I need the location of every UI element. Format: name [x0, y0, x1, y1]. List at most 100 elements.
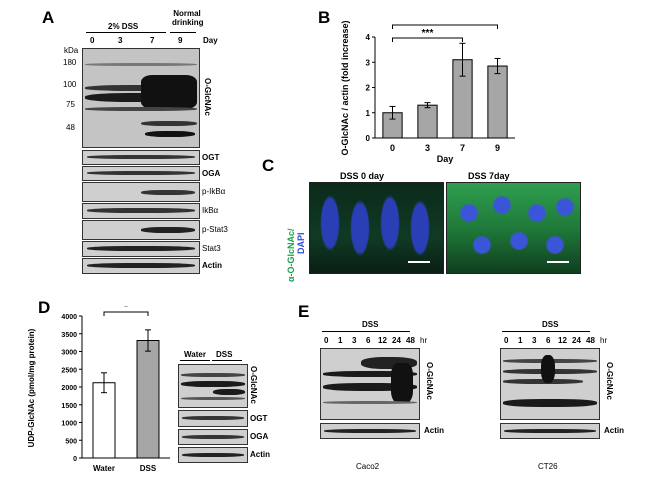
d-ytick-label: 2500 — [61, 367, 77, 374]
blot-d-label-oglcnac: O-GlcNAc — [249, 366, 258, 404]
d-ytick-label: 3000 — [61, 350, 77, 357]
blot-e-ct26-label-actin: Actin — [604, 426, 624, 435]
chart-d: 0 500 1000 1500 2000 2500 3000 3500 4000 Water DS… — [27, 306, 170, 473]
chart-d-significance: * — [103, 306, 149, 316]
chart-b-significance: *** *** — [392, 20, 498, 42]
b-sig-bracket — [392, 37, 463, 42]
e-ct26-hr: hr — [600, 336, 608, 345]
scale-bar-0 — [408, 261, 430, 263]
marker-100: 100 — [63, 80, 77, 89]
blot-d-ogt — [178, 410, 248, 427]
b-ytick-label: 3 — [366, 58, 371, 67]
blot-a-label-pstat3: p-Stat3 — [202, 225, 228, 234]
group-normal-label: Normal drinking — [172, 9, 204, 27]
d-ytick-label: 1000 — [61, 421, 77, 428]
blot-e-caco2-oglcnac — [320, 348, 420, 420]
group-normal-line — [170, 32, 196, 33]
group-dss-label: 2% DSS — [108, 22, 139, 31]
e-caco2-time-24: 24 — [392, 336, 401, 345]
blot-a-actin — [82, 258, 200, 274]
b-sig-bracket — [392, 24, 498, 29]
e-caco2-group: DSS — [362, 320, 379, 329]
chart-d-y-ticks: 0 500 1000 1500 2000 2500 3000 3500 4000 — [61, 314, 82, 463]
b-ytick-label: 1 — [366, 109, 371, 118]
e-caco2-time-1: 1 — [338, 336, 343, 345]
blot-e-caco2-label-actin: Actin — [424, 426, 444, 435]
b-xtick-label: 9 — [495, 143, 500, 153]
e-ct26-group-line — [502, 331, 590, 332]
chart-b-ylabel: O-GlcNAc / actin (fold increase) — [340, 20, 350, 155]
e-caco2-time-0: 0 — [324, 336, 329, 345]
d-bar — [92, 382, 116, 459]
e-ct26-time-24: 24 — [572, 336, 581, 345]
panel-c-letter: C — [262, 156, 275, 175]
blot-d-oglcnac — [178, 364, 248, 408]
chart-d-bars — [92, 329, 160, 459]
e-cell-line-caco2: Caco2 — [356, 462, 380, 471]
blot-a-label-pikba: p-IkBα — [202, 187, 226, 196]
blot-d-oga — [178, 429, 248, 445]
blot-a-ikba — [82, 203, 200, 219]
day-0: 0 — [90, 36, 95, 45]
blot-e-caco2-label-oglcnac: O-GlcNAc — [425, 362, 434, 400]
b-xtick-label: 3 — [425, 143, 430, 153]
blot-a-stat3 — [82, 241, 200, 257]
panel-a-letter: A — [42, 8, 55, 27]
micrograph-dss-0 — [309, 182, 444, 274]
blot-e-caco2-actin — [320, 423, 420, 439]
e-ct26-times: 0 1 3 6 12 24 48 hr — [500, 336, 610, 346]
e-ct26-group: DSS — [542, 320, 559, 329]
day-7: 7 — [150, 36, 155, 45]
b-ytick-label: 2 — [366, 84, 371, 93]
blot-d-line-dss — [212, 360, 242, 361]
e-ct26-time-6: 6 — [546, 336, 551, 345]
chart-b-bars — [382, 42, 508, 139]
blot-a-label-oglcnac: O-GlcNAc — [203, 78, 212, 116]
blot-a-label-stat3: Stat3 — [202, 244, 221, 253]
e-ct26-time-12: 12 — [558, 336, 567, 345]
chart-d-x-ticks: Water DSS — [93, 464, 157, 473]
e-caco2-group-line — [322, 331, 410, 332]
blot-e-ct26-label-oglcnac: O-GlcNAc — [605, 362, 614, 400]
panel-e-letter: E — [298, 302, 310, 321]
blot-d-label-ogt: OGT — [250, 414, 268, 423]
blot-a-pstat3 — [82, 220, 200, 240]
stain-label: α-O-GlcNAc/ — [286, 228, 296, 282]
e-caco2-time-6: 6 — [366, 336, 371, 345]
day-9: 9 — [178, 36, 183, 45]
marker-180: 180 — [63, 58, 77, 67]
dapi-label: DAPI — [296, 232, 306, 254]
micro-c-title-0: DSS 0 day — [340, 171, 385, 181]
d-ytick-label: 2000 — [61, 385, 77, 392]
e-ct26-time-0: 0 — [504, 336, 509, 345]
blot-d-label-oga: OGA — [250, 432, 269, 441]
blot-a-label-ikba: IkBα — [202, 206, 219, 215]
blot-a-pikba — [82, 182, 200, 202]
d-ytick-label: 3500 — [61, 332, 77, 339]
b-ytick-label: 4 — [366, 33, 371, 42]
b-sig-label: *** — [439, 20, 451, 26]
b-xtick-label: 7 — [460, 143, 465, 153]
d-xtick-label: DSS — [140, 464, 157, 473]
blot-d-group-dss: DSS — [216, 350, 233, 359]
e-ct26-time-1: 1 — [518, 336, 523, 345]
blot-d-label-actin: Actin — [250, 450, 270, 459]
chart-b-x-ticks: 0 3 7 9 — [390, 143, 500, 153]
d-ytick-label: 500 — [65, 438, 77, 445]
chart-b-y-ticks: 0 1 2 3 4 — [366, 33, 375, 143]
marker-75: 75 — [66, 100, 75, 109]
d-ytick-label: 1500 — [61, 403, 77, 410]
d-ytick-label: 4000 — [61, 314, 77, 321]
micro-c-title-1: DSS 7day — [468, 171, 510, 181]
d-ytick-label: 0 — [73, 456, 77, 463]
blot-e-ct26-actin — [500, 423, 600, 439]
d-sig-bracket — [103, 311, 149, 316]
marker-48: 48 — [66, 123, 75, 132]
panel-b-letter: B — [318, 8, 331, 27]
blot-d-group-water: Water — [184, 350, 206, 359]
blot-d-actin — [178, 447, 248, 463]
chart-d-ylabel: UDP-GlcNAc (pmol/mg protein) — [27, 328, 36, 447]
d-xtick-label: Water — [93, 464, 115, 473]
e-ct26-time-48: 48 — [586, 336, 595, 345]
b-sig-label: *** — [422, 28, 434, 39]
